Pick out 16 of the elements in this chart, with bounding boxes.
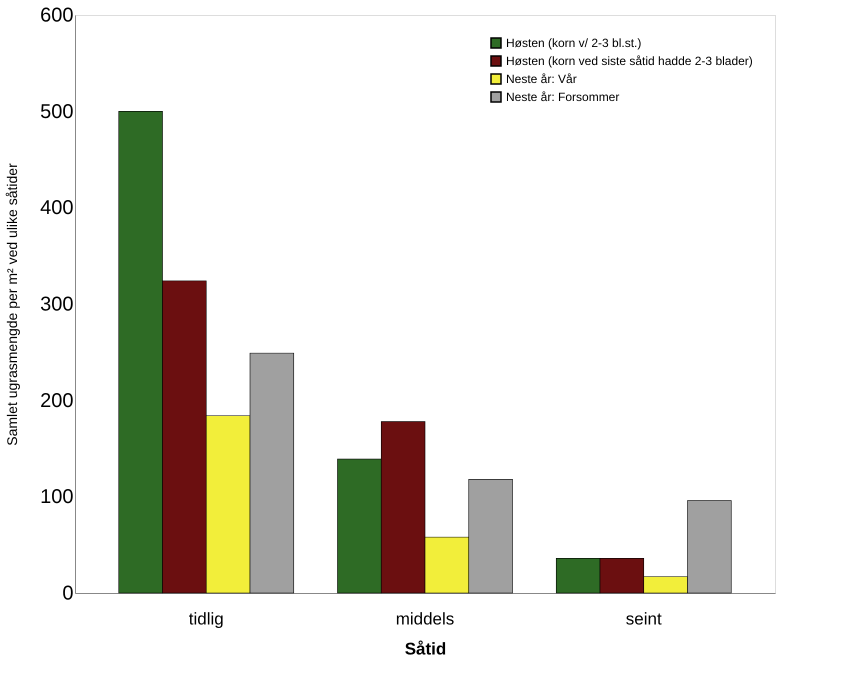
legend-label: Høsten (korn v/ 2-3 bl.st.) xyxy=(506,36,642,50)
x-tick-label: seint xyxy=(626,610,662,628)
y-tick-label: 600 xyxy=(40,4,74,26)
y-axis-title: Samlet ugrasmengde per m² ved ulike såtider xyxy=(4,162,20,446)
y-tick-label: 400 xyxy=(40,197,74,220)
y-tick-label: 300 xyxy=(40,294,74,316)
y-tick-label: 500 xyxy=(40,100,74,123)
legend-label: Høsten (korn ved siste såtid hadde 2-3 blader) xyxy=(506,54,753,68)
y-tick-label: 0 xyxy=(62,582,74,604)
y-tick-label: 200 xyxy=(40,390,74,412)
y-tick-label: 100 xyxy=(40,486,74,508)
x-axis-title: Såtid xyxy=(404,640,446,658)
x-tick-label: middels xyxy=(396,610,454,628)
legend-label: Neste år: Forsommer xyxy=(506,90,620,104)
x-tick-label: tidlig xyxy=(188,610,224,628)
legend-label: Neste år: Vår xyxy=(506,72,577,86)
